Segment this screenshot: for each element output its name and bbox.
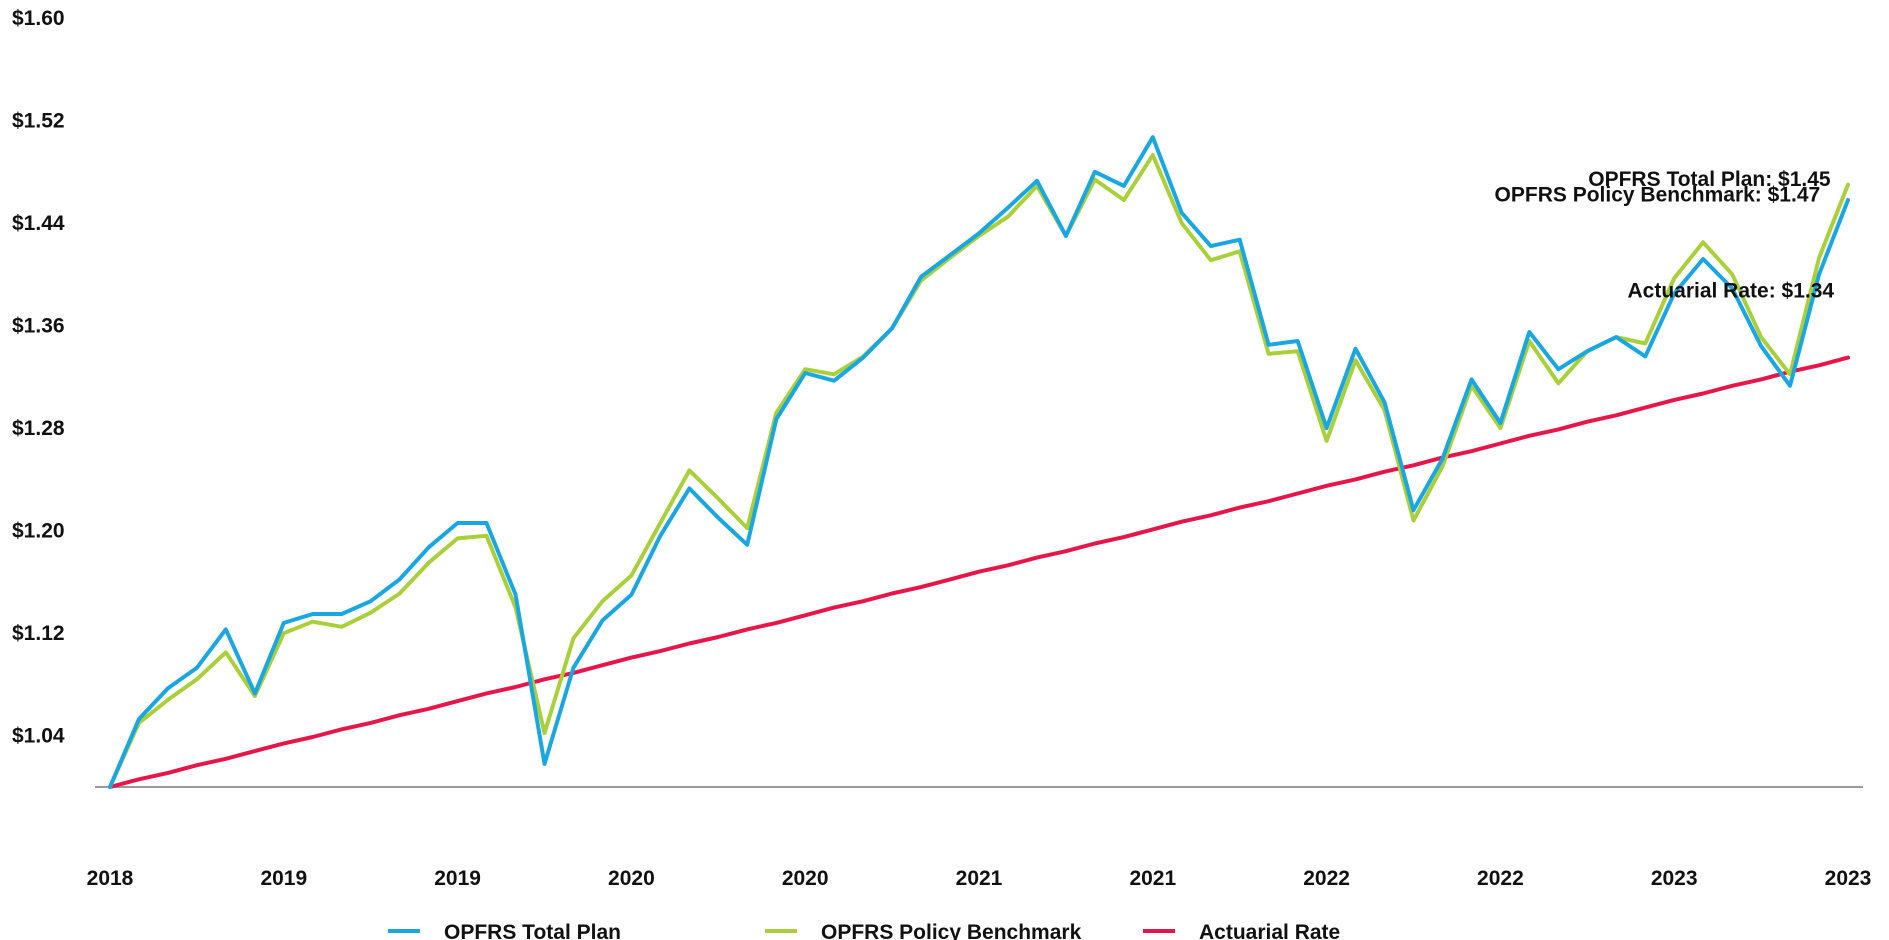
y-tick-label: $1.04 — [12, 725, 65, 748]
y-tick-label: $1.12 — [12, 622, 65, 645]
x-tick-label: 2023 — [1825, 867, 1872, 890]
series-line-actuarial-rate — [108, 355, 1850, 789]
x-tick-label: 2023 — [1651, 867, 1698, 890]
y-tick-label: $1.52 — [12, 110, 65, 133]
x-tick-label: 2022 — [1303, 867, 1350, 890]
legend-label-actuarial-rate: Actuarial Rate — [1199, 921, 1340, 940]
y-tick-label: $1.36 — [12, 315, 65, 338]
annotation-label: OPFRS Policy Benchmark: $1.47 — [1495, 183, 1821, 206]
y-tick-label: $1.60 — [12, 7, 65, 30]
x-tick-label: 2019 — [434, 867, 481, 890]
x-tick-label: 2020 — [608, 867, 655, 890]
x-tick-label: 2019 — [260, 867, 307, 890]
legend-label-opfrs-policy-benchmark: OPFRS Policy Benchmark — [821, 921, 1082, 940]
series-lines — [108, 135, 1850, 789]
legend-label-opfrs-total-plan: OPFRS Total Plan — [444, 921, 621, 940]
legend: OPFRS Total Plan OPFRS Policy Benchmark Ac… — [388, 921, 1340, 940]
x-tick-label: 2022 — [1477, 867, 1524, 890]
annotation-label: OPFRS Total Plan: $1.45 — [1588, 168, 1831, 191]
annotation-label: Actuarial Rate: $1.34 — [1627, 279, 1834, 302]
x-axis-ticks: 2018 2019 2019 2020 2020 2021 2021 2022 2022 2023… — [87, 867, 1872, 890]
y-tick-label: $1.28 — [12, 417, 65, 440]
series-line-opfrs-policy-benchmark — [108, 153, 1850, 789]
x-tick-label: 2020 — [782, 867, 829, 890]
y-axis-ticks: $1.04 $1.12 $1.20 $1.28 $1.36 $1.44 $1.52 $1.60 — [12, 7, 65, 748]
x-tick-label: 2021 — [1129, 867, 1176, 890]
y-tick-label: $1.44 — [12, 212, 65, 235]
y-tick-label: $1.20 — [12, 520, 65, 543]
series-line-opfrs-total-plan — [108, 135, 1850, 789]
x-tick-label: 2018 — [87, 867, 134, 890]
x-tick-label: 2021 — [956, 867, 1003, 890]
